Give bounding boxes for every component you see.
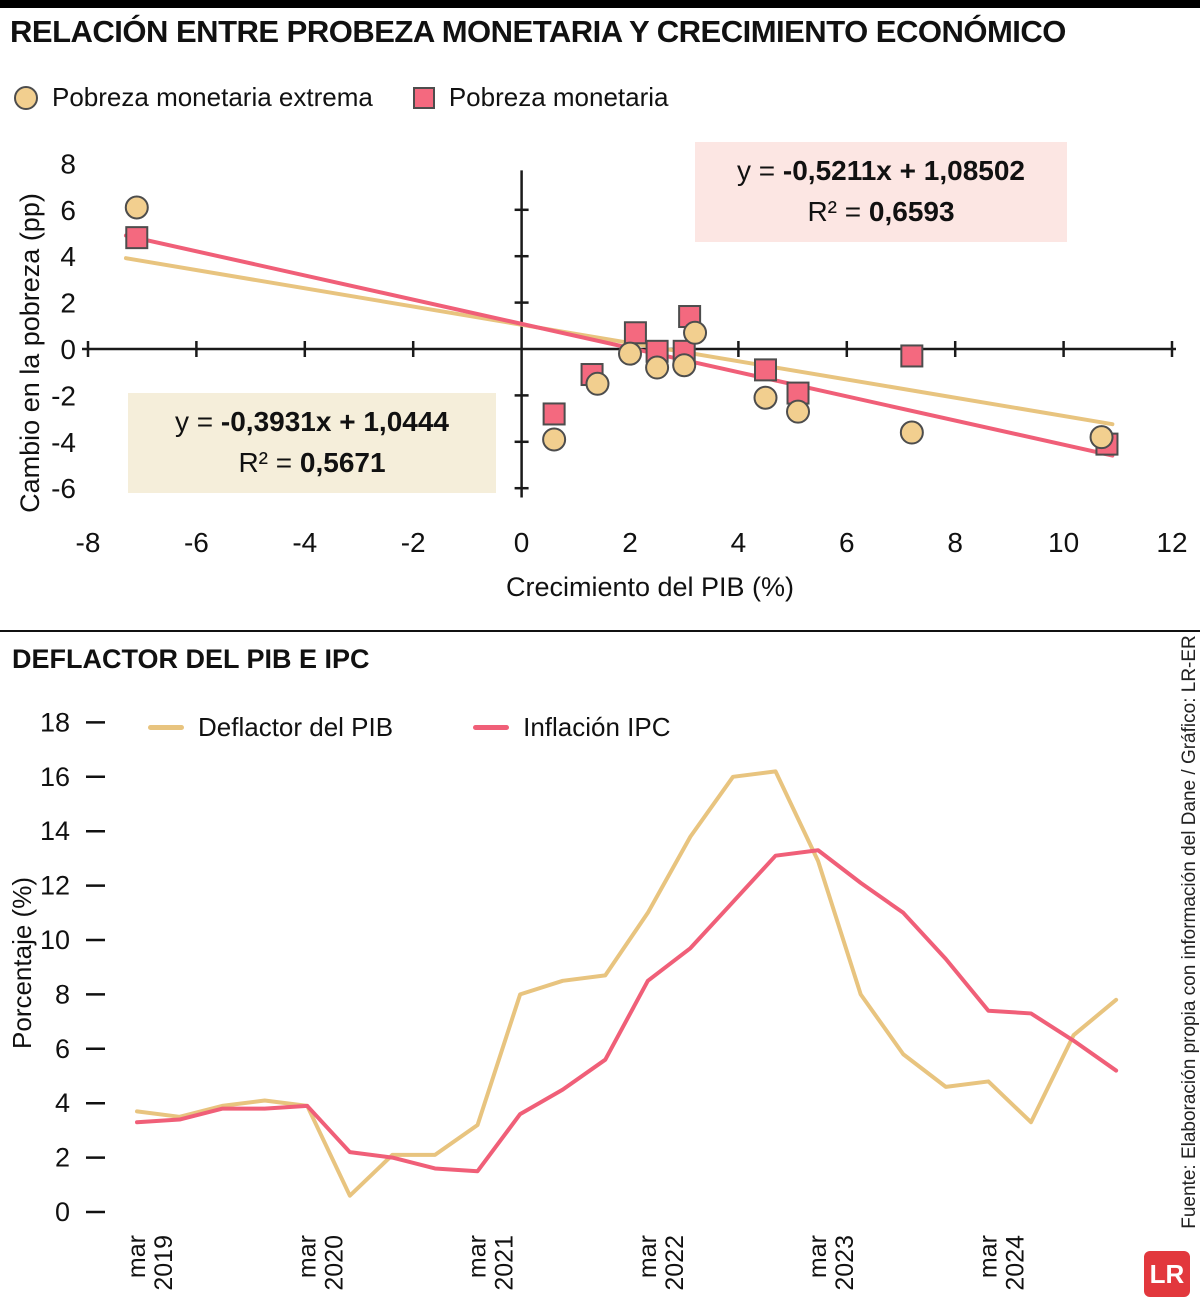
x-tick-label: -4 [292, 527, 317, 558]
y-tick-label: 6 [55, 1034, 70, 1064]
x-tick-label: mar2024 [974, 1235, 1029, 1291]
line-swatch-ipc-icon [473, 725, 510, 730]
scatter-point-square [754, 358, 777, 382]
y-tick-label: 12 [40, 871, 70, 901]
scatter-point-circle [585, 371, 610, 396]
scatter-point-circle [618, 341, 642, 366]
legend-label-deflactor: Deflactor del PIB [198, 712, 394, 742]
source-credit: Fuente: Elaboración propia con informaci… [1179, 635, 1200, 1229]
circle-marker-icon [14, 85, 38, 110]
equation-box-pobreza-monetaria: y = -0,5211x + 1,08502 R² = 0,6593 [695, 142, 1067, 242]
scatter-point-circle [753, 385, 778, 410]
scatter-chart-title: RELACIÓN ENTRE PROBEZA MONETARIA Y CRECI… [10, 14, 1066, 49]
x-tick-label: -2 [401, 527, 426, 558]
x-tick-label: mar2019 [123, 1235, 178, 1291]
y-tick-label: -4 [51, 427, 76, 458]
square-marker-icon [412, 86, 435, 109]
x-tick-label: 6 [839, 527, 855, 558]
scatter-y-axis-title: Cambio en la pobreza (pp) [15, 193, 45, 513]
line-y-axis-title: Porcentaje (%) [7, 877, 37, 1049]
equation-box-pobreza-extrema: y = -0,3931x + 1,0444 R² = 0,5671 [128, 393, 496, 493]
x-tick-label: mar2021 [464, 1235, 519, 1291]
scatter-point-square [125, 226, 149, 250]
y-tick-label: 8 [55, 979, 70, 1009]
r2-line: R² = 0,6593 [807, 196, 955, 227]
line-chart-legend: Deflactor del PIB Inflación IPC [148, 712, 671, 743]
x-tick-label: 10 [1048, 527, 1079, 558]
x-tick-label: 12 [1156, 527, 1187, 558]
y-tick-label: 2 [60, 288, 76, 319]
x-tick-label: 0 [514, 527, 530, 558]
scatter-point-circle [542, 427, 567, 452]
y-tick-label: 4 [60, 241, 76, 272]
y-tick-label: 2 [55, 1143, 70, 1173]
equation-line: y = -0,5211x + 1,08502 [736, 155, 1026, 187]
top-rule [0, 0, 1200, 8]
scatter-legend: Pobreza monetaria extrema Pobreza moneta… [14, 82, 669, 113]
scatter-point-circle [786, 399, 811, 424]
line-swatch-deflactor-icon [148, 725, 184, 730]
y-tick-label: 16 [40, 762, 70, 792]
x-tick-label: -8 [76, 527, 101, 558]
y-tick-label: 0 [60, 334, 76, 365]
equation-line: y = -0,3931x + 1,0444 [174, 406, 449, 438]
x-tick-label: mar2023 [804, 1235, 859, 1291]
r2-line: R² = 0,5671 [238, 447, 386, 478]
y-tick-label: 8 [60, 148, 76, 179]
scatter-x-axis-title: Crecimiento del PIB (%) [505, 572, 795, 602]
lr-logo: LR [1144, 1251, 1190, 1297]
legend-item-monetaria: Pobreza monetaria [412, 82, 669, 113]
x-tick-label: mar2022 [634, 1235, 689, 1291]
x-tick-label: mar2020 [293, 1235, 348, 1291]
y-tick-label: -2 [51, 380, 76, 411]
legend-label-monetaria: Pobreza monetaria [448, 82, 669, 112]
y-tick-label: 0 [55, 1197, 70, 1227]
y-tick-label: 6 [60, 195, 76, 226]
scatter-point-circle [672, 353, 697, 378]
x-tick-label: -6 [184, 527, 209, 558]
y-tick-label: -6 [51, 473, 76, 504]
y-tick-label: 14 [40, 816, 70, 846]
x-tick-label: 4 [731, 527, 747, 558]
legend-label-ipc: Inflación IPC [523, 712, 671, 742]
scatter-point-square [623, 321, 647, 345]
x-tick-label: 2 [622, 527, 638, 558]
scatter-point-square [542, 402, 566, 426]
series-line [135, 769, 1119, 1198]
scatter-point-circle [1089, 425, 1114, 450]
y-tick-label: 4 [55, 1088, 70, 1118]
scatter-point-square [900, 344, 924, 368]
legend-item-extrema: Pobreza monetaria extrema [14, 82, 373, 113]
scatter-point-circle [645, 355, 670, 380]
scatter-point-circle [683, 320, 708, 345]
series-line [135, 848, 1119, 1174]
trend-line [123, 256, 1115, 427]
legend-item-ipc: Inflación IPC [473, 712, 671, 743]
legend-item-deflactor: Deflactor del PIB [148, 712, 393, 743]
line-chart: 0 2 4 6 8 10 12 14 16 18 mar2019 mar2020 mar2021 mar2… [40, 707, 1119, 1291]
y-tick-label: 18 [40, 707, 70, 737]
section-divider [0, 630, 1200, 632]
scatter-point-circle [899, 420, 924, 445]
x-tick-label: 8 [947, 527, 963, 558]
y-tick-label: 10 [40, 925, 70, 955]
line-chart-title: DEFLACTOR DEL PIB E IPC [12, 644, 370, 674]
trend-line [123, 233, 1115, 458]
legend-label-extrema: Pobreza monetaria extrema [52, 82, 373, 112]
scatter-point-circle [124, 195, 149, 220]
